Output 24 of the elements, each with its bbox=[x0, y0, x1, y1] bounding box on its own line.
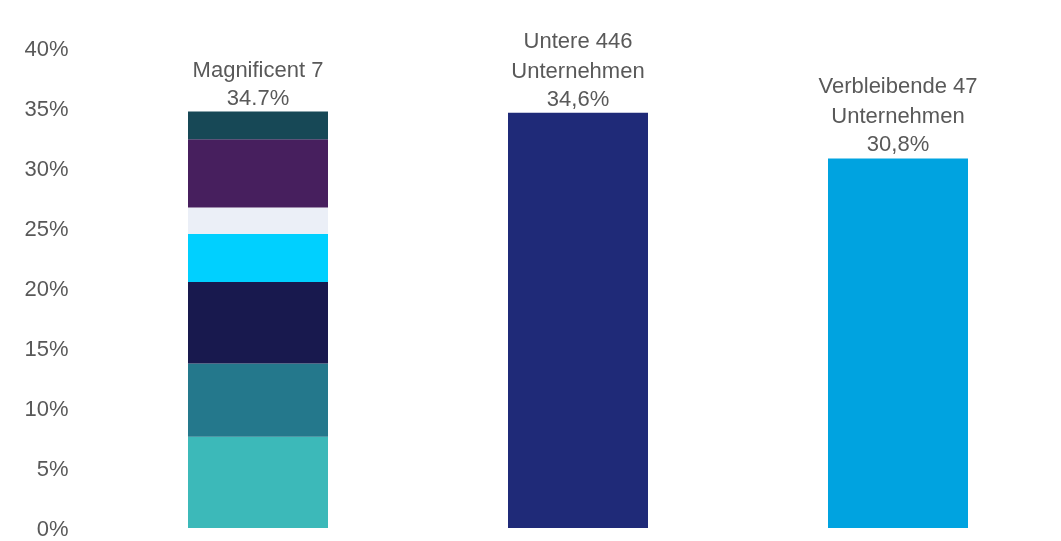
y-tick-label: 15% bbox=[24, 335, 69, 361]
bar bbox=[188, 282, 328, 364]
bar bbox=[188, 363, 328, 437]
x-tick-label: Untere 446 Unternehmen bbox=[511, 27, 645, 83]
bar bbox=[508, 112, 648, 528]
bar bbox=[828, 158, 968, 528]
x-tick-label: Magnificent 7 bbox=[192, 56, 324, 82]
total-label: 30,8% bbox=[866, 131, 930, 157]
y-tick-label: 30% bbox=[24, 155, 69, 181]
bar bbox=[188, 207, 328, 234]
y-tick-label: 20% bbox=[24, 275, 69, 301]
bar bbox=[188, 234, 328, 282]
y-tick-label: 10% bbox=[24, 395, 69, 421]
bar bbox=[188, 139, 328, 208]
total-label: 34.7% bbox=[226, 84, 290, 110]
x-tick-label: Verbleibende 47 Unternehmen bbox=[818, 73, 978, 129]
bar bbox=[188, 111, 328, 140]
y-tick-label: 40% bbox=[24, 35, 69, 61]
y-tick-label: 5% bbox=[36, 455, 69, 481]
y-tick-label: 35% bbox=[24, 95, 69, 121]
y-tick-label: 0% bbox=[36, 515, 69, 541]
y-tick-label: 25% bbox=[24, 215, 69, 241]
bar bbox=[188, 436, 328, 528]
total-label: 34,6% bbox=[546, 85, 610, 111]
